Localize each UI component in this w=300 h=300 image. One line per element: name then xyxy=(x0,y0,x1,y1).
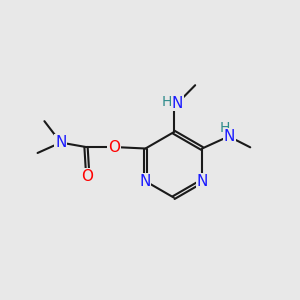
Text: N: N xyxy=(224,129,235,144)
Text: N: N xyxy=(172,95,183,110)
Text: N: N xyxy=(139,174,151,189)
Text: H: H xyxy=(161,94,172,109)
Text: H: H xyxy=(220,121,230,135)
Text: N: N xyxy=(197,174,208,189)
Text: O: O xyxy=(82,169,94,184)
Text: O: O xyxy=(108,140,120,154)
Text: N: N xyxy=(55,135,66,150)
